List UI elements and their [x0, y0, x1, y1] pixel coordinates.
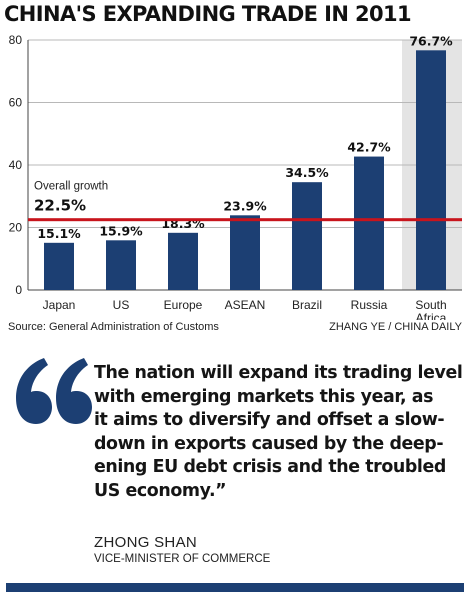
bar [416, 50, 446, 290]
bar [230, 215, 260, 290]
data-label: 34.5% [285, 165, 329, 180]
source-note: Source: General Administration of Custom… [8, 321, 219, 333]
bar-chart: 0 20 40 60 80 15.1% Japan 15.9% US 18.3% Europe 23.… [9, 33, 462, 320]
reference-line-value: 22.5% [34, 197, 86, 215]
data-label: 15.1% [37, 226, 81, 241]
bar [44, 242, 74, 290]
data-label: 76.7% [409, 33, 453, 48]
y-tick-label: 20 [9, 221, 23, 235]
reference-line-label: Overall growth [34, 181, 108, 193]
x-tick-label: Africa [416, 311, 447, 320]
data-label: 15.9% [99, 223, 143, 238]
data-label: 42.7% [347, 140, 391, 155]
y-tick-label: 60 [9, 96, 23, 110]
bar [106, 240, 136, 290]
x-tick-label: Russia [351, 298, 388, 312]
quotation-mark-icon [16, 358, 92, 424]
x-tick-label: US [113, 298, 130, 312]
credit-note: ZHANG YE / CHINA DAILY [329, 321, 462, 333]
bottom-rule [6, 583, 464, 592]
y-tick-label: 0 [15, 283, 22, 297]
speaker-name: ZHONG SHAN [94, 534, 198, 551]
bar [292, 182, 322, 290]
bar [354, 156, 384, 290]
data-label: 23.9% [223, 198, 267, 213]
y-tick-label: 80 [9, 33, 23, 47]
y-tick-label: 40 [9, 158, 23, 172]
chart-title: CHINA'S EXPANDING TRADE IN 2011 [4, 2, 412, 26]
quote-text: The nation will expand its trading level… [94, 363, 463, 501]
x-tick-label: Brazil [292, 298, 322, 312]
x-tick-label: ASEAN [225, 298, 266, 312]
reference-line [28, 218, 462, 222]
bar [168, 232, 198, 290]
x-tick-label: Japan [43, 298, 76, 312]
data-label: 18.3% [161, 216, 205, 231]
speaker-title: VICE-MINISTER OF COMMERCE [94, 553, 271, 565]
x-tick-label: South [415, 298, 446, 312]
x-tick-label: Europe [164, 298, 203, 312]
